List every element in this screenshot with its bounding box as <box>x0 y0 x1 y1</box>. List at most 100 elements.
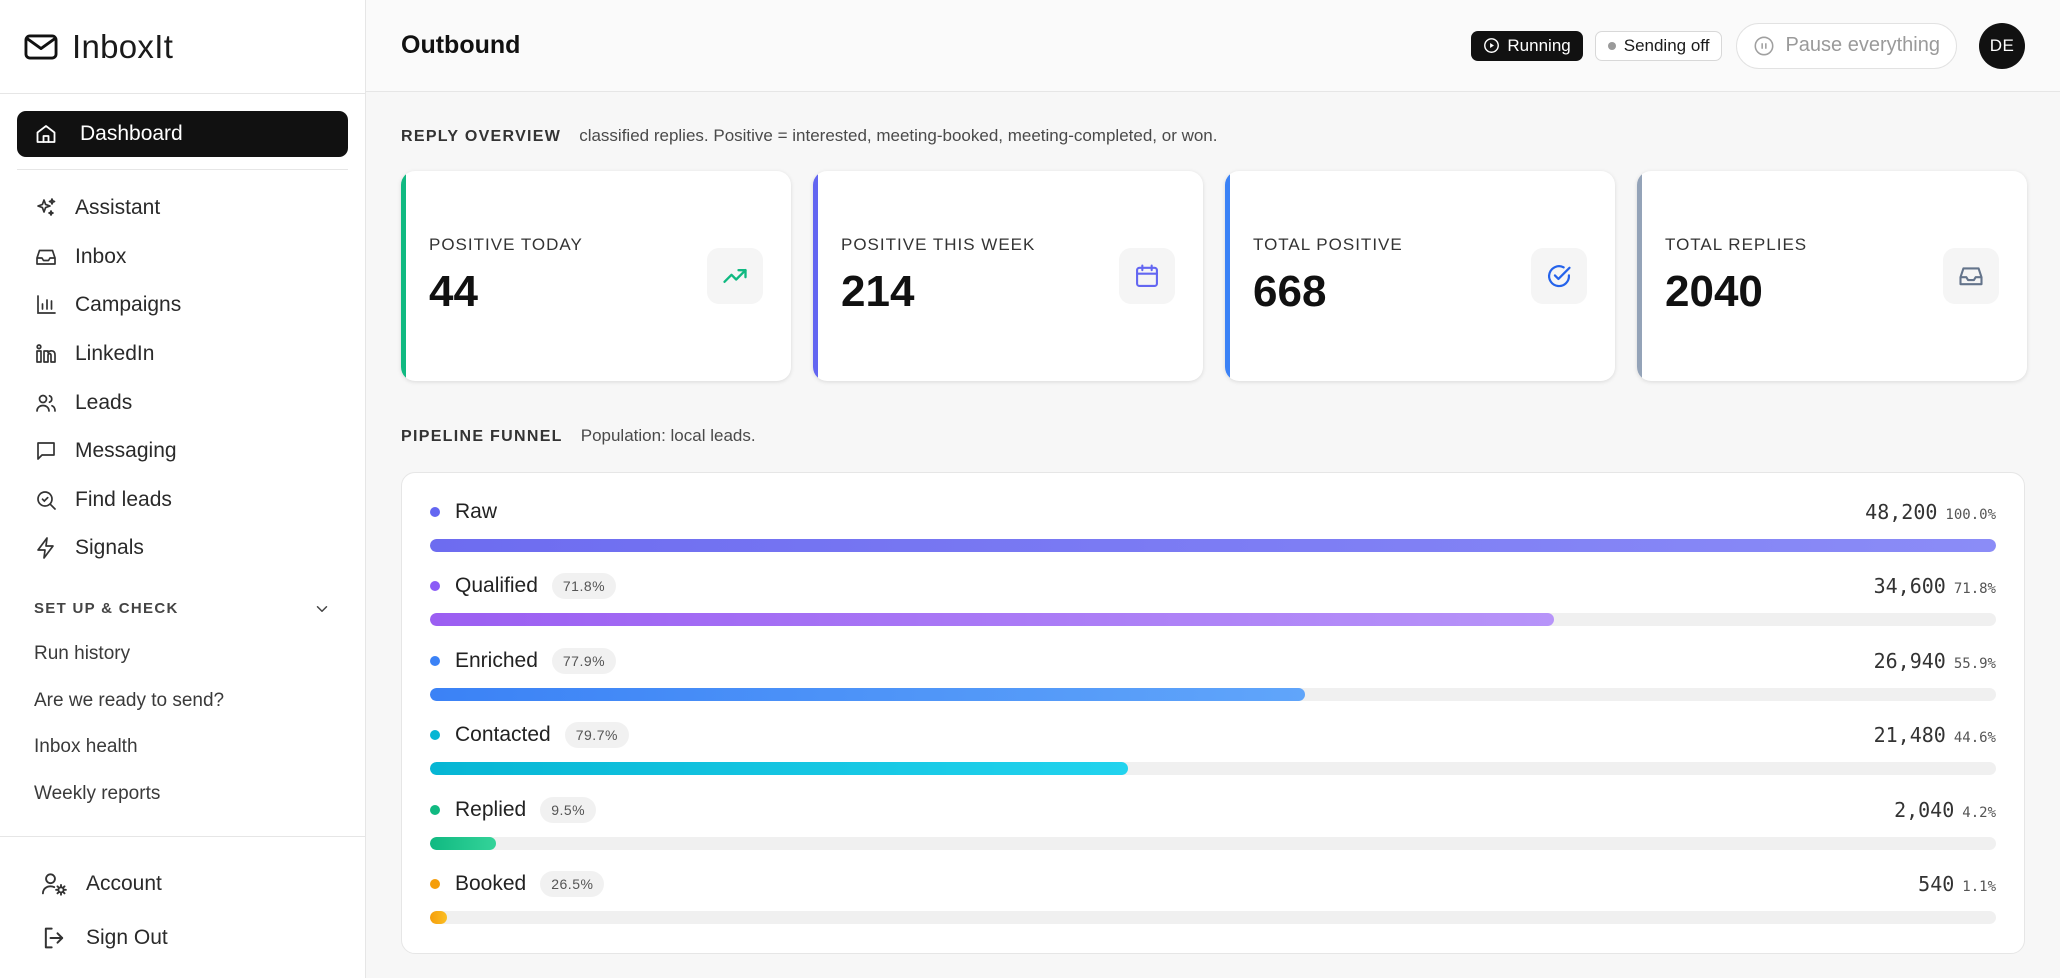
funnel-row-header: Contacted 79.7% 21,480 44.6% <box>430 718 1996 752</box>
stat-label: TOTAL REPLIES <box>1665 235 1808 254</box>
setup-item-weekly-reports[interactable]: Weekly reports <box>34 782 161 804</box>
sidebar-item-leads[interactable]: Leads <box>0 378 365 427</box>
status-dot-icon <box>1607 41 1616 50</box>
stat-card-positive-today: POSITIVE TODAY 44 <box>401 171 791 381</box>
sidebar-item-linkedin[interactable]: LinkedIn <box>0 330 365 379</box>
sidebar-item-label: Dashboard <box>80 122 183 145</box>
stage-name: Raw <box>455 500 498 523</box>
stat-cards: POSITIVE TODAY 44 POSITIVE THIS WEEK 214… <box>401 171 2027 381</box>
stage-progress-fill <box>430 911 448 924</box>
sidebar-item-inbox[interactable]: Inbox <box>0 233 365 282</box>
funnel-row-header: Enriched 77.9% 26,940 55.9% <box>430 644 1996 678</box>
stage-dot-icon <box>430 879 440 889</box>
funnel-row-left: Contacted 79.7% <box>430 722 629 749</box>
avatar[interactable]: DE <box>1979 22 2025 69</box>
running-status-badge[interactable]: Running <box>1471 30 1583 61</box>
brand[interactable]: InboxIt <box>0 0 365 94</box>
sending-status-badge[interactable]: Sending off <box>1594 30 1723 61</box>
funnel-row-left: Enriched 77.9% <box>430 647 617 674</box>
check-circle-icon <box>1548 265 1571 288</box>
card-accent <box>401 171 406 381</box>
funnel-row-left: Replied 9.5% <box>430 796 597 823</box>
calendar-icon <box>1136 264 1158 287</box>
inbox-icon <box>36 249 56 265</box>
funnel-row-contacted: Contacted 79.7% 21,480 44.6% <box>430 718 1996 778</box>
stage-percent: 44.6% <box>1953 730 1996 747</box>
setup-item-ready-to-send[interactable]: Are we ready to send? <box>34 689 225 711</box>
stage-percent: 1.1% <box>1962 879 1996 895</box>
setup-section-title: SET UP & CHECK <box>34 600 179 618</box>
log-out-icon <box>44 927 64 949</box>
stat-card-total-positive: TOTAL POSITIVE 668 <box>1225 171 1615 381</box>
user-gear-icon <box>41 873 67 896</box>
stage-name: Contacted <box>455 723 551 747</box>
sign-out-button[interactable]: Sign Out <box>0 911 365 965</box>
account-label: Account <box>86 872 162 895</box>
app-name: InboxIt <box>72 27 174 65</box>
page-title: Outbound <box>401 31 521 59</box>
stage-count: 48,200 <box>1865 500 1938 524</box>
topbar: Outbound Running Sending off Pause every… <box>366 0 2060 92</box>
stage-name: Enriched <box>455 648 538 672</box>
stat-value: 214 <box>841 267 915 316</box>
main-content: Outbound Running Sending off Pause every… <box>366 0 2060 978</box>
funnel-row-right: 34,600 71.8% <box>1874 574 1996 598</box>
sidebar-footer: Account Sign Out <box>0 836 365 965</box>
stage-percent: 100.0% <box>1945 507 1996 523</box>
stage-progress-fill <box>430 836 496 850</box>
bar-chart-icon <box>37 295 56 315</box>
reply-overview-header: REPLY OVERVIEW classified replies. Posit… <box>401 126 1217 146</box>
funnel-row-right: 48,200 100.0% <box>1865 500 1996 524</box>
sparkles-icon <box>37 198 56 217</box>
stage-progress-track <box>430 762 1996 776</box>
sidebar-item-signals[interactable]: Signals <box>0 524 365 573</box>
funnel-row-right: 540 1.1% <box>1918 872 1996 896</box>
sidebar-item-dashboard[interactable]: Dashboard <box>17 111 348 157</box>
setup-section-toggle[interactable]: SET UP & CHECK <box>0 597 365 621</box>
funnel-row-right: 26,940 55.9% <box>1874 649 1996 673</box>
pause-everything-button[interactable]: Pause everything <box>1736 22 1957 69</box>
funnel-row-left: Qualified 71.8% <box>430 573 617 600</box>
sidebar-item-assistant[interactable]: Assistant <box>0 184 365 233</box>
funnel-row-header: Booked 26.5% 540 1.1% <box>430 867 1996 901</box>
funnel-row-left: Raw <box>430 500 497 524</box>
funnel-row-qualified: Qualified 71.8% 34,600 71.8% <box>430 569 1996 629</box>
stage-name: Qualified <box>455 574 538 598</box>
home-icon <box>36 125 56 143</box>
sidebar-item-label: Inbox <box>75 244 127 268</box>
stage-percent: 55.9% <box>1953 655 1996 672</box>
stage-dot-icon <box>430 507 440 517</box>
card-accent <box>1225 171 1230 381</box>
sending-label: Sending off <box>1623 35 1710 55</box>
setup-item-inbox-health[interactable]: Inbox health <box>34 736 138 757</box>
trending-up-icon <box>723 269 747 283</box>
stage-dot-icon <box>430 655 440 666</box>
stat-icon-box <box>1943 248 1999 304</box>
stage-count: 21,480 <box>1873 723 1946 748</box>
stage-progress-track <box>430 539 1996 552</box>
stage-progress-fill <box>430 613 1555 627</box>
sidebar-item-label: Find leads <box>75 487 172 511</box>
reply-overview-title: REPLY OVERVIEW <box>401 128 562 145</box>
sidebar-item-campaigns[interactable]: Campaigns <box>0 281 365 330</box>
message-square-icon <box>37 442 55 461</box>
stage-progress-fill <box>430 687 1306 701</box>
stat-value: 668 <box>1253 267 1327 316</box>
sidebar-item-label: Campaigns <box>75 293 182 317</box>
stage-progress-track <box>430 613 1996 627</box>
stage-dot-icon <box>430 804 440 815</box>
sidebar-item-find-leads[interactable]: Find leads <box>0 476 365 525</box>
stage-progress-fill <box>430 539 1996 552</box>
pipeline-funnel-description: Population: local leads. <box>580 426 756 445</box>
mail-logo-icon <box>24 33 58 60</box>
sidebar-item-messaging[interactable]: Messaging <box>0 427 365 476</box>
sign-out-label: Sign Out <box>86 926 168 949</box>
setup-item-run-history[interactable]: Run history <box>34 643 131 664</box>
search-icon <box>37 491 56 510</box>
stat-label: POSITIVE THIS WEEK <box>841 235 1036 254</box>
sidebar-item-label: Signals <box>75 536 144 560</box>
sidebar-item-label: Messaging <box>75 439 177 463</box>
pipeline-funnel-card: Raw 48,200 100.0% Qualified 71.8% 34,600 71.8%… <box>401 472 2025 954</box>
account-button[interactable]: Account <box>0 857 365 911</box>
stage-progress-fill <box>430 762 1129 776</box>
